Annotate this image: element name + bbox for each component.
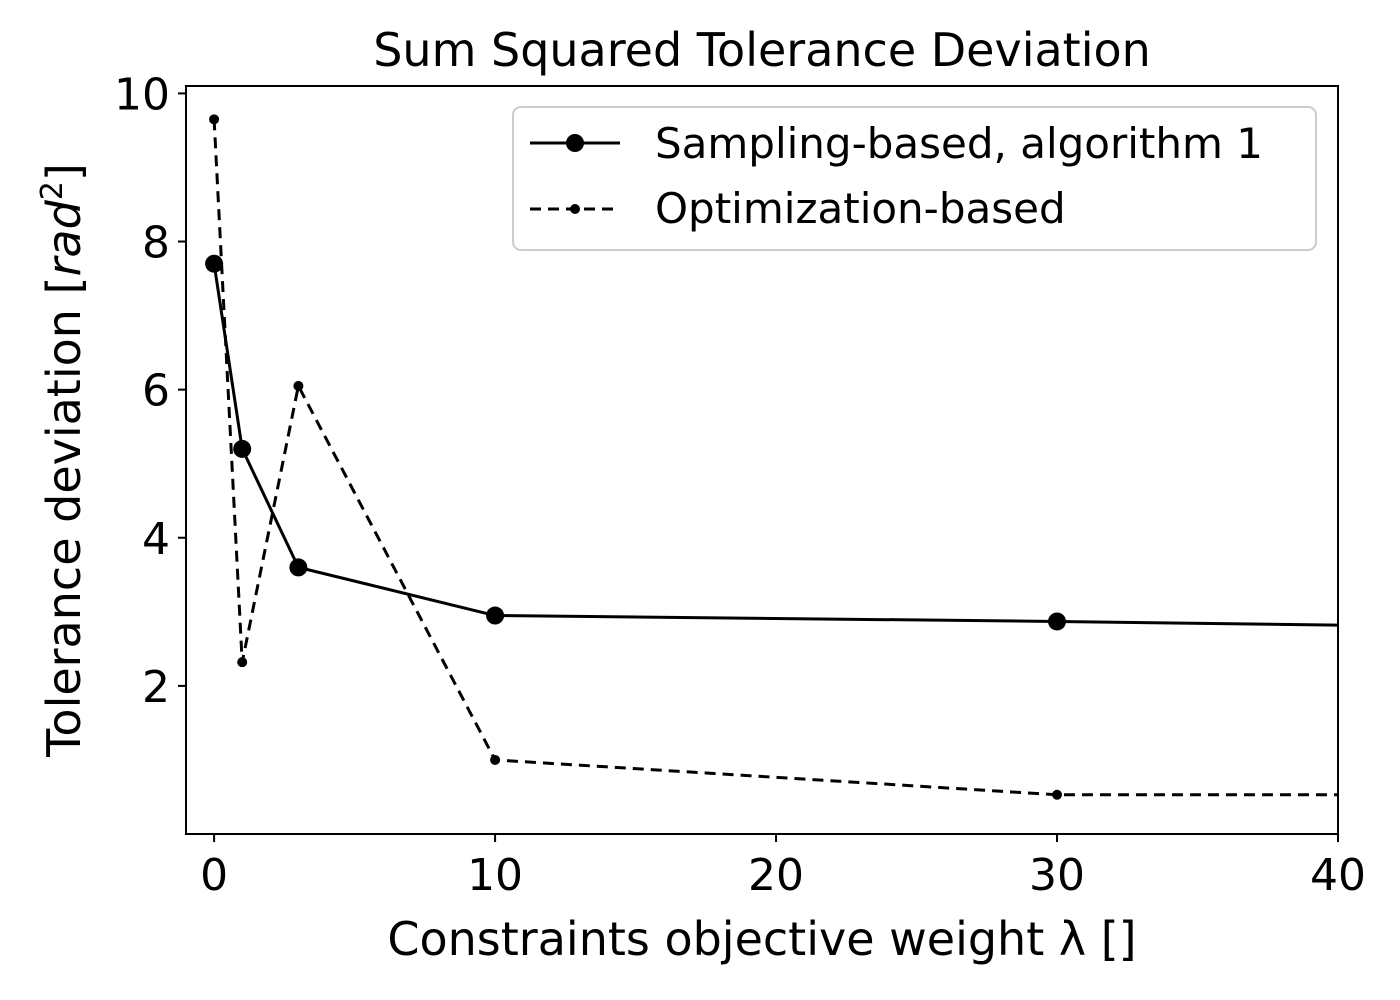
x-tick-label: 0 — [200, 850, 228, 901]
x-tick-label: 40 — [1310, 850, 1366, 901]
x-tick-label: 20 — [748, 850, 804, 901]
y-axis-label: Tolerance deviation [rad2] — [35, 163, 91, 758]
x-tick-label: 10 — [467, 850, 523, 901]
series-point-optimization — [1052, 789, 1063, 800]
series-point-optimization — [209, 114, 220, 125]
y-tick-label: 10 — [114, 69, 170, 120]
x-axis-label: Constraints objective weight λ [] — [387, 912, 1136, 966]
y-axis-label-unit: rad — [37, 199, 91, 276]
y-tick-label: 2 — [142, 662, 170, 713]
series-point-sampling — [1048, 612, 1067, 631]
y-axis-label-exponent: 2 — [35, 181, 70, 200]
legend-marker-optimization — [570, 204, 580, 214]
y-axis-ticks: 2 4 6 8 10 — [114, 69, 186, 713]
series-line-sampling — [212, 263, 1338, 627]
series-point-optimization — [293, 380, 304, 391]
legend-box — [512, 106, 1317, 251]
series-line-optimization — [212, 119, 1338, 797]
series-point-sampling — [486, 606, 505, 625]
legend-marker-sampling — [566, 134, 584, 152]
y-axis-label-main: Tolerance deviation [ — [37, 277, 91, 758]
series-point-sampling — [233, 439, 252, 458]
series-point-sampling — [289, 558, 308, 577]
legend: Sampling-based, algorithm 1 Optimization… — [512, 106, 1317, 251]
legend-label-optimization: Optimization-based — [655, 184, 1066, 233]
x-tick-label: 30 — [1029, 850, 1085, 901]
plot-area — [185, 85, 1339, 835]
series-layer — [205, 114, 1338, 800]
series-point-optimization — [490, 754, 501, 765]
series-point-optimization — [237, 657, 248, 668]
y-tick-label: 4 — [142, 514, 170, 565]
y-tick-label: 6 — [142, 366, 170, 417]
y-axis-label-close: ] — [37, 163, 91, 181]
x-axis-ticks: 0 10 20 30 40 — [200, 834, 1366, 901]
axes-frame — [185, 85, 1339, 835]
legend-label-sampling: Sampling-based, algorithm 1 — [655, 119, 1263, 168]
series-point-sampling — [205, 254, 224, 273]
chart-title: Sum Squared Tolerance Deviation — [373, 23, 1151, 77]
y-tick-label: 8 — [142, 218, 170, 269]
